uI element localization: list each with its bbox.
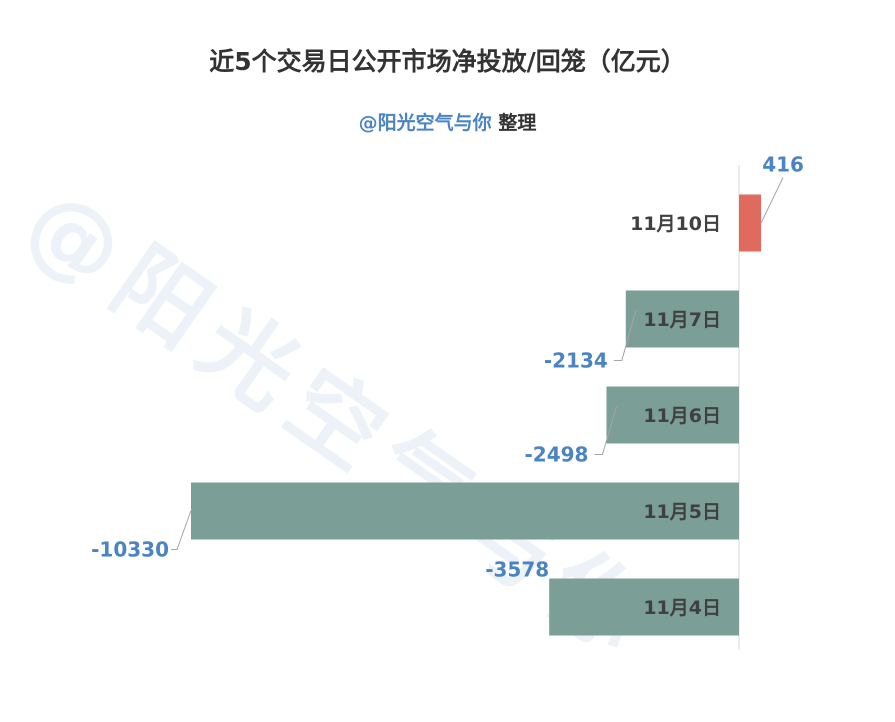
- category-label-3: 11月5日: [643, 501, 721, 523]
- chart-title: 近5个交易日公开市场净投放/回笼（亿元）: [209, 47, 686, 76]
- subtitle-note: 整理: [498, 112, 537, 134]
- chart-subtitle: @阳光空气与你 整理: [0, 108, 895, 135]
- bar-2: [606, 386, 739, 444]
- value-label-3: -10330: [91, 538, 169, 562]
- value-label-0: 416: [762, 153, 804, 177]
- leader-line-0: [760, 177, 784, 224]
- subtitle-handle: @阳光空气与你: [358, 112, 492, 134]
- leader-line-2: [594, 406, 617, 455]
- bar-0: [739, 194, 762, 252]
- category-label-4: 11月4日: [643, 597, 721, 619]
- category-label-0: 11月10日: [630, 213, 721, 235]
- category-label-1: 11月7日: [643, 309, 721, 331]
- bar-3: [191, 482, 739, 540]
- leader-line-1: [613, 310, 637, 361]
- value-label-2: -2498: [525, 443, 589, 467]
- value-label-4: -3578: [485, 558, 549, 582]
- bar-1: [625, 290, 739, 348]
- leader-line-3: [171, 510, 192, 550]
- category-label-2: 11月6日: [643, 405, 721, 427]
- bar-4: [549, 578, 739, 636]
- value-label-1: -2134: [544, 349, 608, 373]
